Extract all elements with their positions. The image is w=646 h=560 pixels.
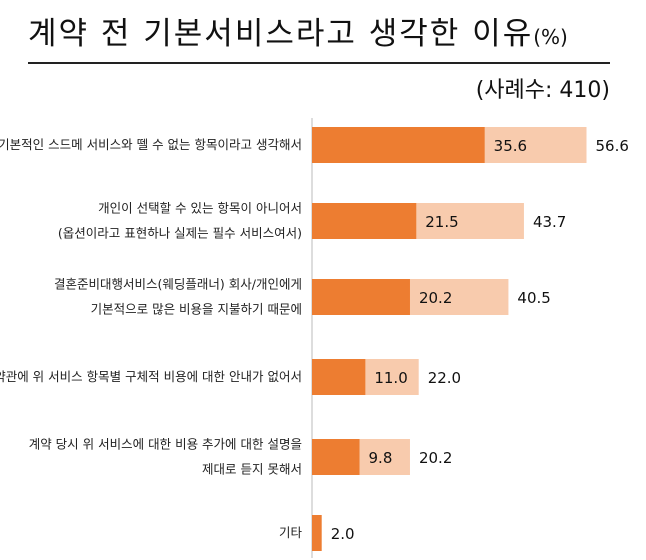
value-label-secondary-0: 56.6 — [596, 137, 629, 155]
category-label-2-1: 기본적으로 많은 비용을 지불하기 때문에 — [91, 302, 302, 317]
bar-primary-3 — [312, 359, 366, 395]
value-label-primary-2: 20.2 — [419, 289, 452, 307]
bar-primary-2 — [312, 279, 410, 315]
value-label-secondary-3: 22.0 — [428, 369, 461, 387]
value-label-secondary-2: 40.5 — [517, 289, 550, 307]
bar-primary-0 — [312, 127, 485, 163]
title-underline — [28, 62, 610, 64]
category-label-2-0: 결혼준비대행서비스(웨딩플래너) 회사/개인에게 — [54, 277, 302, 292]
chart-title-text: 계약 전 기본서비스라고 생각한 이유 — [28, 16, 534, 52]
category-label-1-1: (옵션이라고 표현하나 실제는 필수 서비스여서) — [58, 226, 302, 241]
bar-primary-4 — [312, 439, 360, 475]
category-label-0-0: 기본적인 스드메 서비스와 뗄 수 없는 항목이라고 생각해서 — [0, 137, 302, 152]
category-label-4-0: 계약 당시 위 서비스에 대한 비용 추가에 대한 설명을 — [29, 437, 302, 452]
category-label-1-0: 개인이 선택할 수 있는 항목이 아니어서 — [98, 201, 302, 216]
category-label-5-0: 기타 — [279, 525, 303, 540]
category-label-3-0: 약관에 위 서비스 항목별 구체적 비용에 대한 안내가 없어서 — [0, 369, 302, 384]
value-label-primary-4: 9.8 — [369, 449, 393, 467]
value-label-primary-3: 11.0 — [374, 369, 407, 387]
value-label-secondary-4: 20.2 — [419, 449, 452, 467]
bar-primary-1 — [312, 203, 417, 239]
bar-primary-5 — [312, 515, 322, 551]
value-label-primary-0: 35.6 — [494, 137, 527, 155]
chart-title: 계약 전 기본서비스라고 생각한 이유(%) — [28, 8, 628, 53]
sample-size-note: (사례수: 410) — [475, 78, 610, 103]
category-label-4-1: 제대로 듣지 못해서 — [202, 462, 302, 477]
chart-title-unit: (%) — [533, 25, 568, 49]
value-label-primary-1: 21.5 — [425, 213, 458, 231]
value-label-primary-5: 2.0 — [331, 525, 355, 543]
value-label-secondary-1: 43.7 — [533, 213, 566, 231]
